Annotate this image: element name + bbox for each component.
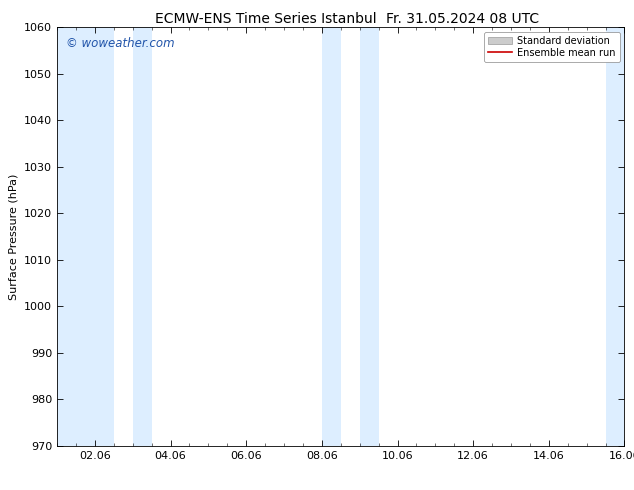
Text: © woweather.com: © woweather.com [65, 37, 174, 50]
Bar [133, 27, 152, 446]
Text: Fr. 31.05.2024 08 UTC: Fr. 31.05.2024 08 UTC [386, 12, 540, 26]
Bar [57, 27, 114, 446]
Text: ECMW-ENS Time Series Istanbul: ECMW-ENS Time Series Istanbul [155, 12, 377, 26]
Bar [605, 27, 624, 446]
Y-axis label: Surface Pressure (hPa): Surface Pressure (hPa) [8, 173, 18, 299]
Bar [359, 27, 378, 446]
Legend: Standard deviation, Ensemble mean run: Standard deviation, Ensemble mean run [484, 32, 619, 62]
Bar [322, 27, 341, 446]
